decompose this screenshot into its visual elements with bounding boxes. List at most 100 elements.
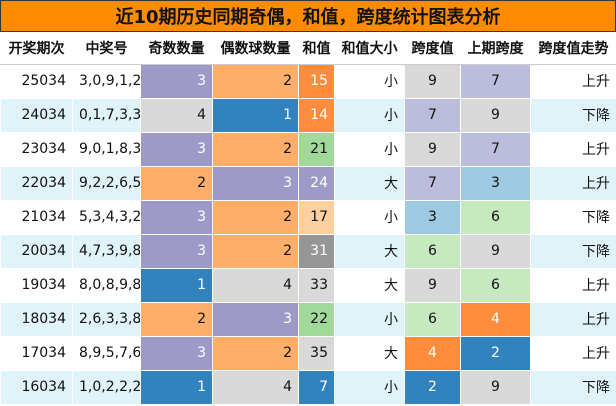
cell-span: 7 [404,165,461,201]
cell-numbers: 3,0,9,1,2 [72,63,141,99]
cell-odd-count: 3 [140,63,213,99]
cell-sum-size: 大 [334,335,405,371]
cell-prev-span: 6 [460,199,531,235]
cell-sum-size: 小 [334,199,405,235]
cell-even-count: 3 [212,165,299,201]
table-row: 22034 9,2,2,6,5 2 3 24 大 7 3 上升 [0,165,616,201]
header-sum-size: 和值大小 [334,32,405,65]
cell-span-trend: 上升 [530,335,616,371]
table-row: 24034 0,1,7,3,3 4 1 14 小 7 9 下降 [0,97,616,133]
cell-sum: 35 [298,335,335,371]
cell-odd-count: 2 [140,301,213,337]
cell-even-count: 2 [212,131,299,167]
cell-sum-size: 大 [334,165,405,201]
cell-span: 9 [404,131,461,167]
cell-sum: 33 [298,267,335,303]
cell-even-count: 1 [212,97,299,133]
cell-sum: 14 [298,97,335,133]
cell-span-trend: 下降 [530,199,616,235]
cell-odd-count: 4 [140,97,213,133]
cell-sum: 31 [298,233,335,269]
cell-prev-span: 9 [460,233,531,269]
cell-odd-count: 3 [140,233,213,269]
cell-odd-count: 1 [140,369,213,405]
cell-even-count: 2 [212,335,299,371]
cell-numbers: 2,6,3,3,8 [72,301,141,337]
header-span-trend: 跨度值走势 [530,32,616,65]
cell-numbers: 8,0,8,9,8 [72,267,141,303]
cell-sum: 17 [298,199,335,235]
cell-issue: 25034 [0,63,73,99]
cell-span-trend: 上升 [530,63,616,99]
header-sum: 和值 [298,32,335,65]
cell-even-count: 4 [212,267,299,303]
cell-prev-span: 7 [460,63,531,99]
cell-odd-count: 3 [140,335,213,371]
header-numbers: 中奖号 [72,32,141,65]
cell-even-count: 2 [212,199,299,235]
cell-span-trend: 下降 [530,369,616,405]
cell-sum-size: 小 [334,369,405,405]
cell-odd-count: 2 [140,165,213,201]
cell-sum: 21 [298,131,335,167]
cell-issue: 20034 [0,233,73,269]
page-title: 近10期历史同期奇偶，和值，跨度统计图表分析 [0,0,616,32]
table-row: 16034 1,0,2,2,2 1 4 7 小 2 9 下降 [0,369,616,405]
cell-span-trend: 下降 [530,233,616,269]
cell-prev-span: 7 [460,131,531,167]
cell-sum: 22 [298,301,335,337]
cell-prev-span: 3 [460,165,531,201]
cell-issue: 22034 [0,165,73,201]
cell-issue: 23034 [0,131,73,167]
header-issue: 开奖期次 [0,32,73,65]
header-prev-span: 上期跨度 [460,32,531,65]
cell-even-count: 3 [212,301,299,337]
cell-odd-count: 3 [140,199,213,235]
cell-span: 6 [404,301,461,337]
cell-span-trend: 下降 [530,97,616,133]
cell-span-trend: 上升 [530,301,616,337]
cell-prev-span: 2 [460,335,531,371]
cell-issue: 16034 [0,369,73,405]
table-row: 21034 5,3,4,3,2 3 2 17 小 3 6 下降 [0,199,616,235]
cell-span: 2 [404,369,461,405]
table-row: 20034 4,7,3,9,8 3 2 31 大 6 9 下降 [0,233,616,269]
cell-prev-span: 4 [460,301,531,337]
cell-sum-size: 小 [334,131,405,167]
cell-numbers: 8,9,5,7,6 [72,335,141,371]
cell-sum: 15 [298,63,335,99]
cell-numbers: 0,1,7,3,3 [72,97,141,133]
cell-numbers: 9,2,2,6,5 [72,165,141,201]
header-even-count: 偶数球数量 [212,32,299,65]
cell-sum-size: 小 [334,63,405,99]
cell-span-trend: 上升 [530,165,616,201]
cell-sum-size: 大 [334,267,405,303]
cell-span-trend: 上升 [530,131,616,167]
cell-span: 9 [404,267,461,303]
table-row: 25034 3,0,9,1,2 3 2 15 小 9 7 上升 [0,63,616,99]
cell-odd-count: 3 [140,131,213,167]
table-row: 19034 8,0,8,9,8 1 4 33 大 9 6 上升 [0,267,616,303]
cell-issue: 24034 [0,97,73,133]
cell-prev-span: 9 [460,369,531,405]
cell-sum-size: 小 [334,97,405,133]
cell-sum-size: 大 [334,233,405,269]
cell-prev-span: 9 [460,97,531,133]
cell-span: 9 [404,63,461,99]
cell-issue: 18034 [0,301,73,337]
cell-sum: 24 [298,165,335,201]
table-row: 18034 2,6,3,3,8 2 3 22 小 6 4 上升 [0,301,616,337]
cell-even-count: 4 [212,369,299,405]
cell-span: 7 [404,97,461,133]
cell-odd-count: 1 [140,267,213,303]
header-row: 开奖期次 中奖号 奇数数量 偶数球数量 和值 和值大小 跨度值 上期跨度 跨度值… [0,32,616,65]
cell-issue: 21034 [0,199,73,235]
cell-numbers: 4,7,3,9,8 [72,233,141,269]
table-row: 17034 8,9,5,7,6 3 2 35 大 4 2 上升 [0,335,616,371]
cell-even-count: 2 [212,233,299,269]
stats-table: 开奖期次 中奖号 奇数数量 偶数球数量 和值 和值大小 跨度值 上期跨度 跨度值… [0,32,616,405]
cell-span: 4 [404,335,461,371]
header-odd-count: 奇数数量 [140,32,213,65]
cell-even-count: 2 [212,63,299,99]
cell-numbers: 1,0,2,2,2 [72,369,141,405]
